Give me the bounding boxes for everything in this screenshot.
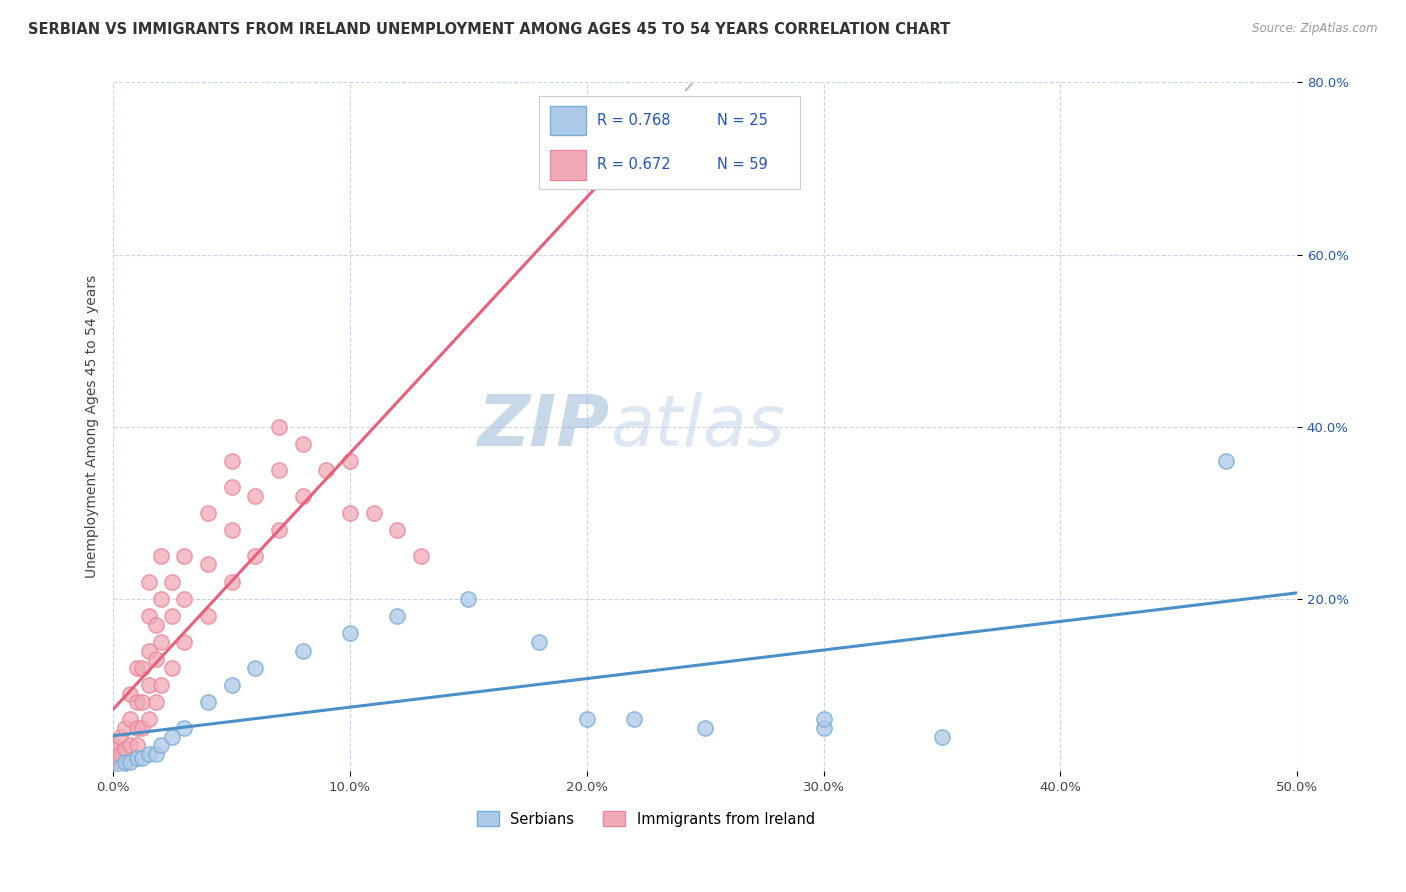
Point [149,549,172,563]
Point [138,643,160,657]
Point [162,609,184,624]
Legend: Serbians, Immigrants from Ireland: Serbians, Immigrants from Ireland [471,805,821,832]
Point [931,730,953,744]
Point [149,678,172,692]
Point [103,760,125,774]
Y-axis label: Unemployment Among Ages 45 to 54 years: Unemployment Among Ages 45 to 54 years [86,275,100,578]
Point [162,661,184,675]
Point [103,751,125,765]
Point [813,712,835,726]
Point [551,170,574,185]
Point [149,738,172,752]
Point [267,419,290,434]
Point [145,747,167,761]
Text: atlas: atlas [610,392,785,461]
Point [173,635,195,649]
Point [221,480,243,494]
Point [110,730,132,744]
Point [131,751,153,765]
Point [145,617,167,632]
Point [125,721,148,735]
Point [291,643,314,657]
Point [118,756,141,770]
Point [173,549,195,563]
Point [575,712,598,726]
Point [457,591,479,606]
Point [103,747,125,761]
Point [813,721,835,735]
Point [245,549,267,563]
Point [221,574,243,589]
Point [118,687,141,701]
Point [125,695,148,709]
Point [110,760,132,774]
Point [131,695,153,709]
Point [131,661,153,675]
Point [125,661,148,675]
Point [221,523,243,537]
Point [125,738,148,752]
Point [173,721,195,735]
Point [103,756,125,770]
Point [409,549,432,563]
Point [162,574,184,589]
Point [145,695,167,709]
Point [149,635,172,649]
Point [387,523,409,537]
Point [131,721,153,735]
Point [114,756,136,770]
Point [339,626,361,640]
Point [267,523,290,537]
Point [138,712,160,726]
Point [291,437,314,451]
Point [197,695,219,709]
Point [118,712,141,726]
Point [315,463,337,477]
Point [197,558,219,572]
Point [114,721,136,735]
Point [118,738,141,752]
Point [291,489,314,503]
Point [221,454,243,468]
Point [138,574,160,589]
Point [173,591,195,606]
Point [1215,454,1237,468]
Point [103,742,125,756]
Point [339,454,361,468]
Point [695,721,717,735]
Point [149,591,172,606]
Point [145,652,167,666]
Point [162,730,184,744]
Text: Source: ZipAtlas.com: Source: ZipAtlas.com [1253,22,1378,36]
Point [197,506,219,520]
Point [125,751,148,765]
Point [197,609,219,624]
Point [339,506,361,520]
Point [110,747,132,761]
Point [138,747,160,761]
Point [529,635,551,649]
Point [138,609,160,624]
Point [221,678,243,692]
Point [138,678,160,692]
Point [245,489,267,503]
Text: ZIP: ZIP [478,392,610,461]
Point [103,738,125,752]
Point [363,506,385,520]
Point [623,712,645,726]
Point [387,609,409,624]
Point [245,661,267,675]
Point [114,742,136,756]
Point [267,463,290,477]
Text: SERBIAN VS IMMIGRANTS FROM IRELAND UNEMPLOYMENT AMONG AGES 45 TO 54 YEARS CORREL: SERBIAN VS IMMIGRANTS FROM IRELAND UNEMP… [28,22,950,37]
